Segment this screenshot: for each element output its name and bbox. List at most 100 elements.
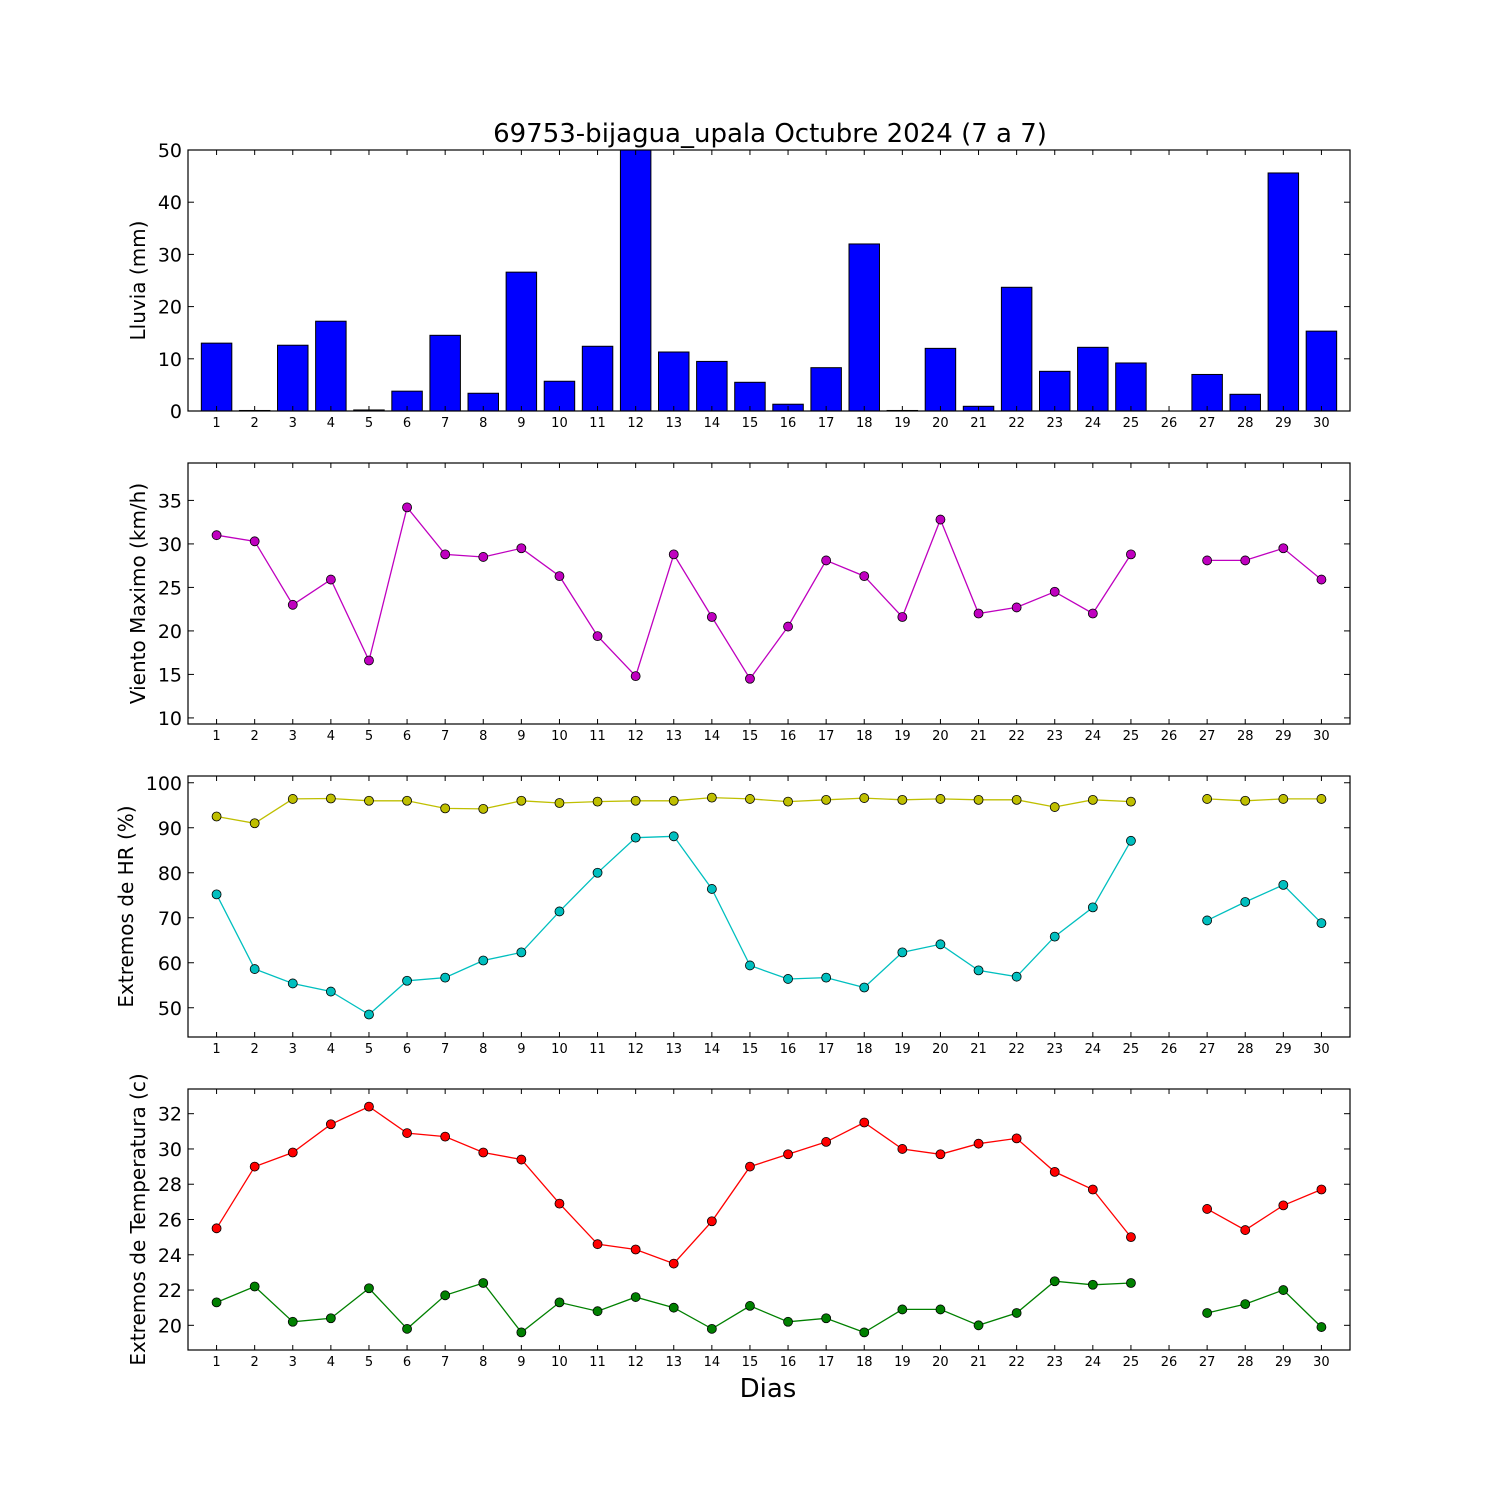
- panel-4: 1 2 3 4 5 6 7 8 9 10 11 12 13 14 15 16 17 18 19 20 21 22 23 24 2…: [126, 1073, 1351, 1370]
- series-1-point-day-7: [440, 803, 451, 814]
- series-2-point-day-30: [1316, 1322, 1327, 1332]
- x-tick-label: 22: [1008, 416, 1025, 431]
- series-2-point-day-22: [1011, 1308, 1022, 1318]
- series-2-point-day-7: [440, 972, 451, 983]
- series-1-point-day-15: [745, 794, 755, 804]
- series-2-point-day-11: [592, 867, 603, 878]
- x-tick-label: 4: [327, 1355, 335, 1370]
- x-tick-label: 22: [1008, 729, 1025, 744]
- x-tick-label: 27: [1199, 1355, 1216, 1370]
- x-tick-label: 22: [1008, 1042, 1025, 1057]
- series-2-point-day-30: [1316, 918, 1327, 929]
- x-tick-label: 7: [441, 416, 449, 431]
- series-1-point-day-5: [364, 795, 374, 806]
- series-1-point-day-15: [745, 1161, 755, 1172]
- x-tick-label: 23: [1046, 1042, 1063, 1057]
- x-tick-label: 27: [1199, 416, 1216, 431]
- series-1-point-day-17: [821, 1137, 832, 1147]
- x-tick-label: 10: [551, 416, 568, 431]
- y-tick-label: 35: [158, 490, 182, 512]
- x-tick-label: 16: [780, 416, 797, 431]
- x-tick-label: 7: [441, 1355, 449, 1370]
- y-tick-label: 100: [146, 773, 182, 795]
- series-1-point-day-21: [973, 1138, 984, 1149]
- x-tick-label: 12: [627, 416, 644, 431]
- series-1-point-day-24: [1087, 1184, 1098, 1195]
- series-1-point-day-13: [668, 795, 679, 806]
- series-2-point-day-16: [783, 974, 793, 984]
- x-tick-label: 9: [517, 1355, 525, 1370]
- x-tick-label: 6: [403, 729, 411, 744]
- x-tick-label: 10: [551, 1042, 568, 1057]
- x-tick-label: 12: [627, 1042, 644, 1057]
- x-tick-label: 29: [1275, 416, 1292, 431]
- series-1-point-day-15: [745, 673, 755, 684]
- y-tick-label: 24: [158, 1245, 182, 1267]
- x-tick-label: 8: [479, 729, 487, 744]
- y-tick-label: 30: [158, 244, 182, 266]
- x-tick-label: 4: [327, 1042, 335, 1057]
- series-1-point-day-25: [1126, 549, 1136, 560]
- y-tick-label: 70: [158, 908, 182, 930]
- x-tick-label: 29: [1275, 729, 1292, 744]
- x-tick-label: 15: [742, 729, 759, 744]
- y-axis-label: Extremos de Temperatura (c): [126, 1073, 150, 1365]
- series-1-point-day-9: [516, 543, 527, 554]
- x-tick-label: 19: [894, 416, 911, 431]
- series-2-point-day-7: [440, 1290, 451, 1301]
- y-tick-label: 0: [170, 401, 182, 423]
- x-tick-label: 26: [1161, 1355, 1178, 1370]
- series-2-point-day-1: [211, 1297, 222, 1308]
- plot-frame: [187, 775, 1351, 1038]
- series-1-point-day-19: [897, 794, 908, 805]
- x-tick-label: 16: [780, 729, 797, 744]
- series-1-line: [216, 796, 1322, 824]
- x-tick-label: 25: [1123, 729, 1140, 744]
- rain-bar-day-27: [1191, 373, 1223, 412]
- series-2-point-day-3: [287, 978, 298, 989]
- series-1-point-day-17: [821, 555, 832, 566]
- y-tick-label: 25: [158, 577, 182, 599]
- x-tick-label: 20: [932, 1355, 949, 1370]
- series-1-point-day-28: [1240, 555, 1251, 566]
- x-tick-label: 5: [365, 1042, 373, 1057]
- x-tick-label: 4: [327, 729, 335, 744]
- x-tick-label: 13: [665, 1355, 682, 1370]
- series-2-point-day-20: [935, 1304, 946, 1315]
- y-tick-label: 20: [158, 621, 182, 643]
- series-2-point-day-23: [1049, 1276, 1060, 1287]
- plot-frame: [187, 462, 1351, 725]
- x-tick-label: 10: [551, 729, 568, 744]
- series-2-line: [216, 835, 1322, 1016]
- rain-bar-day-4: [315, 320, 347, 412]
- x-tick-label: 11: [589, 729, 606, 744]
- x-tick-label: 18: [856, 1355, 873, 1370]
- x-tick-label: 10: [551, 1355, 568, 1370]
- series-1-point-day-12: [630, 671, 641, 682]
- x-tick-label: 1: [212, 729, 220, 744]
- series-1-point-day-9: [516, 1154, 527, 1165]
- series-2-point-day-4: [325, 986, 336, 997]
- x-tick-label: 1: [212, 1355, 220, 1370]
- series-2-point-day-2: [249, 1281, 260, 1292]
- y-tick-label: 26: [158, 1210, 182, 1232]
- series-2-point-day-16: [783, 1316, 793, 1327]
- x-tick-label: 24: [1085, 416, 1102, 431]
- x-tick-label: 28: [1237, 1042, 1254, 1057]
- y-tick-label: 80: [158, 863, 182, 885]
- series-2-point-day-10: [554, 1297, 565, 1308]
- series-2-point-day-15: [745, 1301, 755, 1311]
- x-tick-label: 16: [780, 1042, 797, 1057]
- series-1-point-day-1: [211, 811, 222, 822]
- series-2-point-day-2: [249, 964, 260, 974]
- x-tick-label: 19: [894, 729, 911, 744]
- series-1-point-day-8: [478, 1147, 489, 1158]
- series-1-point-day-19: [897, 612, 908, 622]
- series-1-point-day-20: [935, 514, 946, 525]
- x-tick-label: 15: [742, 1355, 759, 1370]
- x-tick-label: 21: [970, 1355, 987, 1370]
- series-1-point-day-22: [1011, 1133, 1022, 1144]
- x-tick-label: 23: [1046, 416, 1063, 431]
- x-tick-label: 3: [289, 416, 297, 431]
- series-1-point-day-28: [1240, 1225, 1251, 1235]
